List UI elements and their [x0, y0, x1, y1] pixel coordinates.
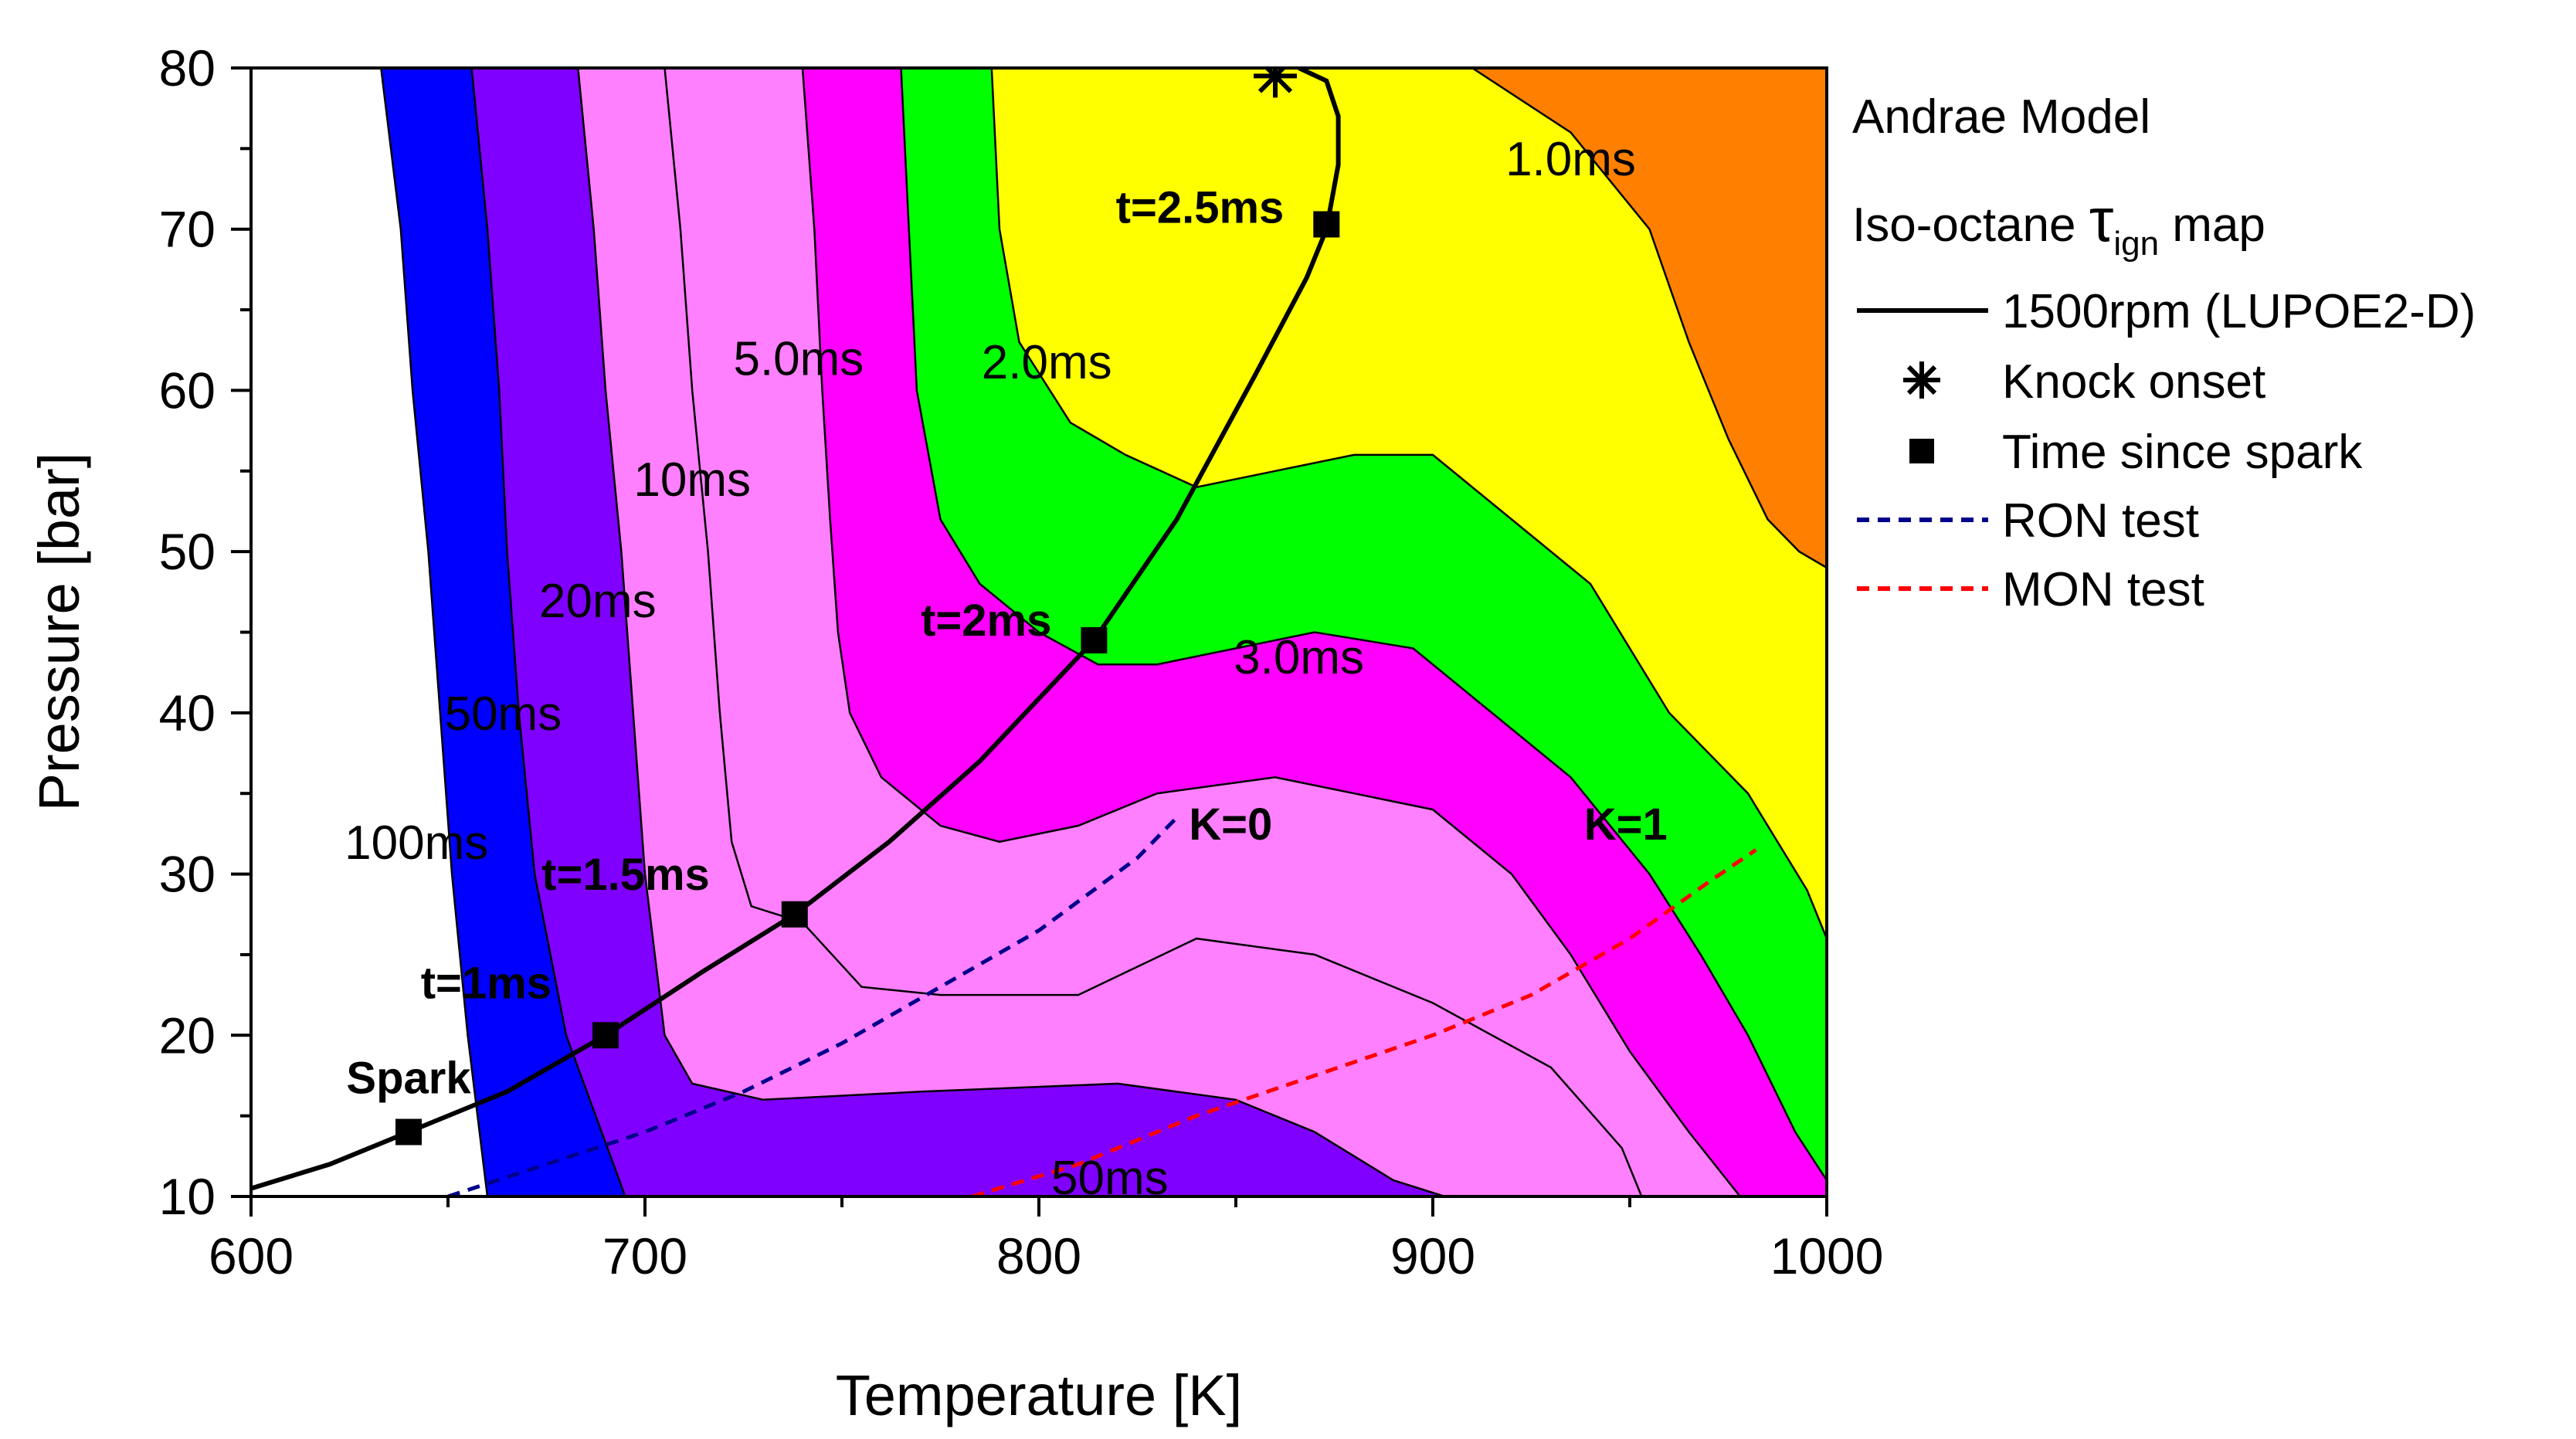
legend-title-prefix: Iso-octane [1852, 199, 2089, 252]
asterisk-icon [1903, 361, 1940, 399]
x-tick-label-700: 700 [602, 1227, 687, 1285]
legend-label-time: Time since spark [2002, 426, 2363, 479]
event-label-4: t=2.5ms [1116, 182, 1285, 232]
band-yellow-region [991, 68, 1827, 939]
legend: Andrae Model Iso-octane τign map 1500rpm… [1852, 90, 2476, 616]
y-axis-title: Pressure [bar] [27, 453, 91, 812]
x-axis: 600 700 800 900 1000 [209, 1196, 1883, 1285]
y-tick-label-80: 80 [159, 39, 216, 97]
isoline-5.0ms [801, 68, 1741, 1196]
band-20ms-5ms [578, 68, 1827, 1196]
series-mon [971, 848, 1757, 1196]
event-label-2: t=1.5ms [541, 850, 710, 900]
plot-area [251, 68, 1827, 1196]
k-annotation-0: K=0 [1189, 799, 1272, 850]
legend-title-model: Andrae Model [1852, 90, 2150, 144]
time-marker-2 [781, 901, 808, 928]
legend-label-ron: RON test [2002, 494, 2199, 548]
isoline-20ms [577, 68, 1445, 1196]
y-tick-label-70: 70 [159, 201, 216, 258]
legend-label-knock: Knock onset [2002, 355, 2265, 409]
contour-label-2: 20ms [539, 575, 657, 628]
legend-title-map: Iso-octane τign map [1852, 185, 2265, 263]
time-marker-3 [1081, 626, 1108, 653]
data-series [251, 68, 1757, 1196]
y-tick-label-60: 60 [159, 361, 216, 419]
legend-title-suffix: map [2159, 199, 2265, 252]
x-tick-label-800: 800 [996, 1227, 1081, 1285]
time-marker-0 [395, 1118, 422, 1145]
event-label-3: t=2ms [921, 596, 1051, 646]
tau-symbol: τ [2089, 185, 2114, 254]
isoline-3.0ms [900, 68, 1827, 1181]
tau-subscript: ign [2113, 225, 2159, 263]
contour-label-4: 5.0ms [733, 333, 864, 386]
y-tick-label-30: 30 [159, 846, 216, 903]
x-axis-title: Temperature [K] [836, 1363, 1242, 1427]
isoline-100ms [380, 68, 489, 1196]
series-ron [447, 816, 1179, 1196]
legend-label-mon: MON test [2002, 563, 2204, 616]
time-markers [395, 68, 1340, 1145]
isoline-50ms [470, 68, 626, 1196]
time-marker-1 [592, 1022, 619, 1049]
y-tick-label-10: 10 [159, 1168, 216, 1225]
y-tick-label-50: 50 [159, 523, 216, 580]
legend-label-series: 1500rpm (LUPOE2-D) [2002, 285, 2476, 338]
knock-onset-marker [1254, 68, 1297, 98]
x-tick-label-900: 900 [1390, 1227, 1475, 1285]
band-50ms-20ms [471, 68, 1827, 1196]
band-3ms-1ms [901, 68, 1827, 1181]
isoline-10ms [664, 68, 1643, 1196]
contour-isolines [380, 68, 1827, 1196]
event-labels: Spark t=1ms t=1.5ms t=2ms t=2.5ms K=0 K=1 [346, 182, 1667, 1103]
y-axis: 10 20 30 40 50 60 70 80 [159, 39, 251, 1225]
event-label-1: t=1ms [421, 958, 552, 1008]
x-tick-label-600: 600 [209, 1227, 294, 1285]
band-below-1ms [1472, 68, 1827, 568]
contour-label-0: 100ms [344, 816, 488, 870]
k-annotation-1: K=1 [1584, 799, 1668, 850]
y-tick-label-20: 20 [159, 1006, 216, 1064]
series-1500rpm [251, 68, 1341, 1191]
isoline-2.0ms [990, 68, 1827, 939]
contour-label-3: 10ms [633, 453, 751, 507]
x-tick-label-1000: 1000 [1770, 1227, 1884, 1285]
contour-label-6: 3.0ms [1234, 631, 1364, 684]
event-label-0: Spark [346, 1054, 471, 1104]
y-tick-label-40: 40 [159, 684, 216, 742]
contour-label-5: 2.0ms [982, 336, 1112, 389]
time-marker-4 [1313, 211, 1340, 238]
contour-label-1: 50ms [445, 687, 562, 741]
band-100ms-50ms [381, 68, 626, 1196]
square-marker-icon [1909, 439, 1934, 463]
isoline-1.0ms [1471, 68, 1827, 569]
contour-label-7: 1.0ms [1505, 133, 1636, 186]
